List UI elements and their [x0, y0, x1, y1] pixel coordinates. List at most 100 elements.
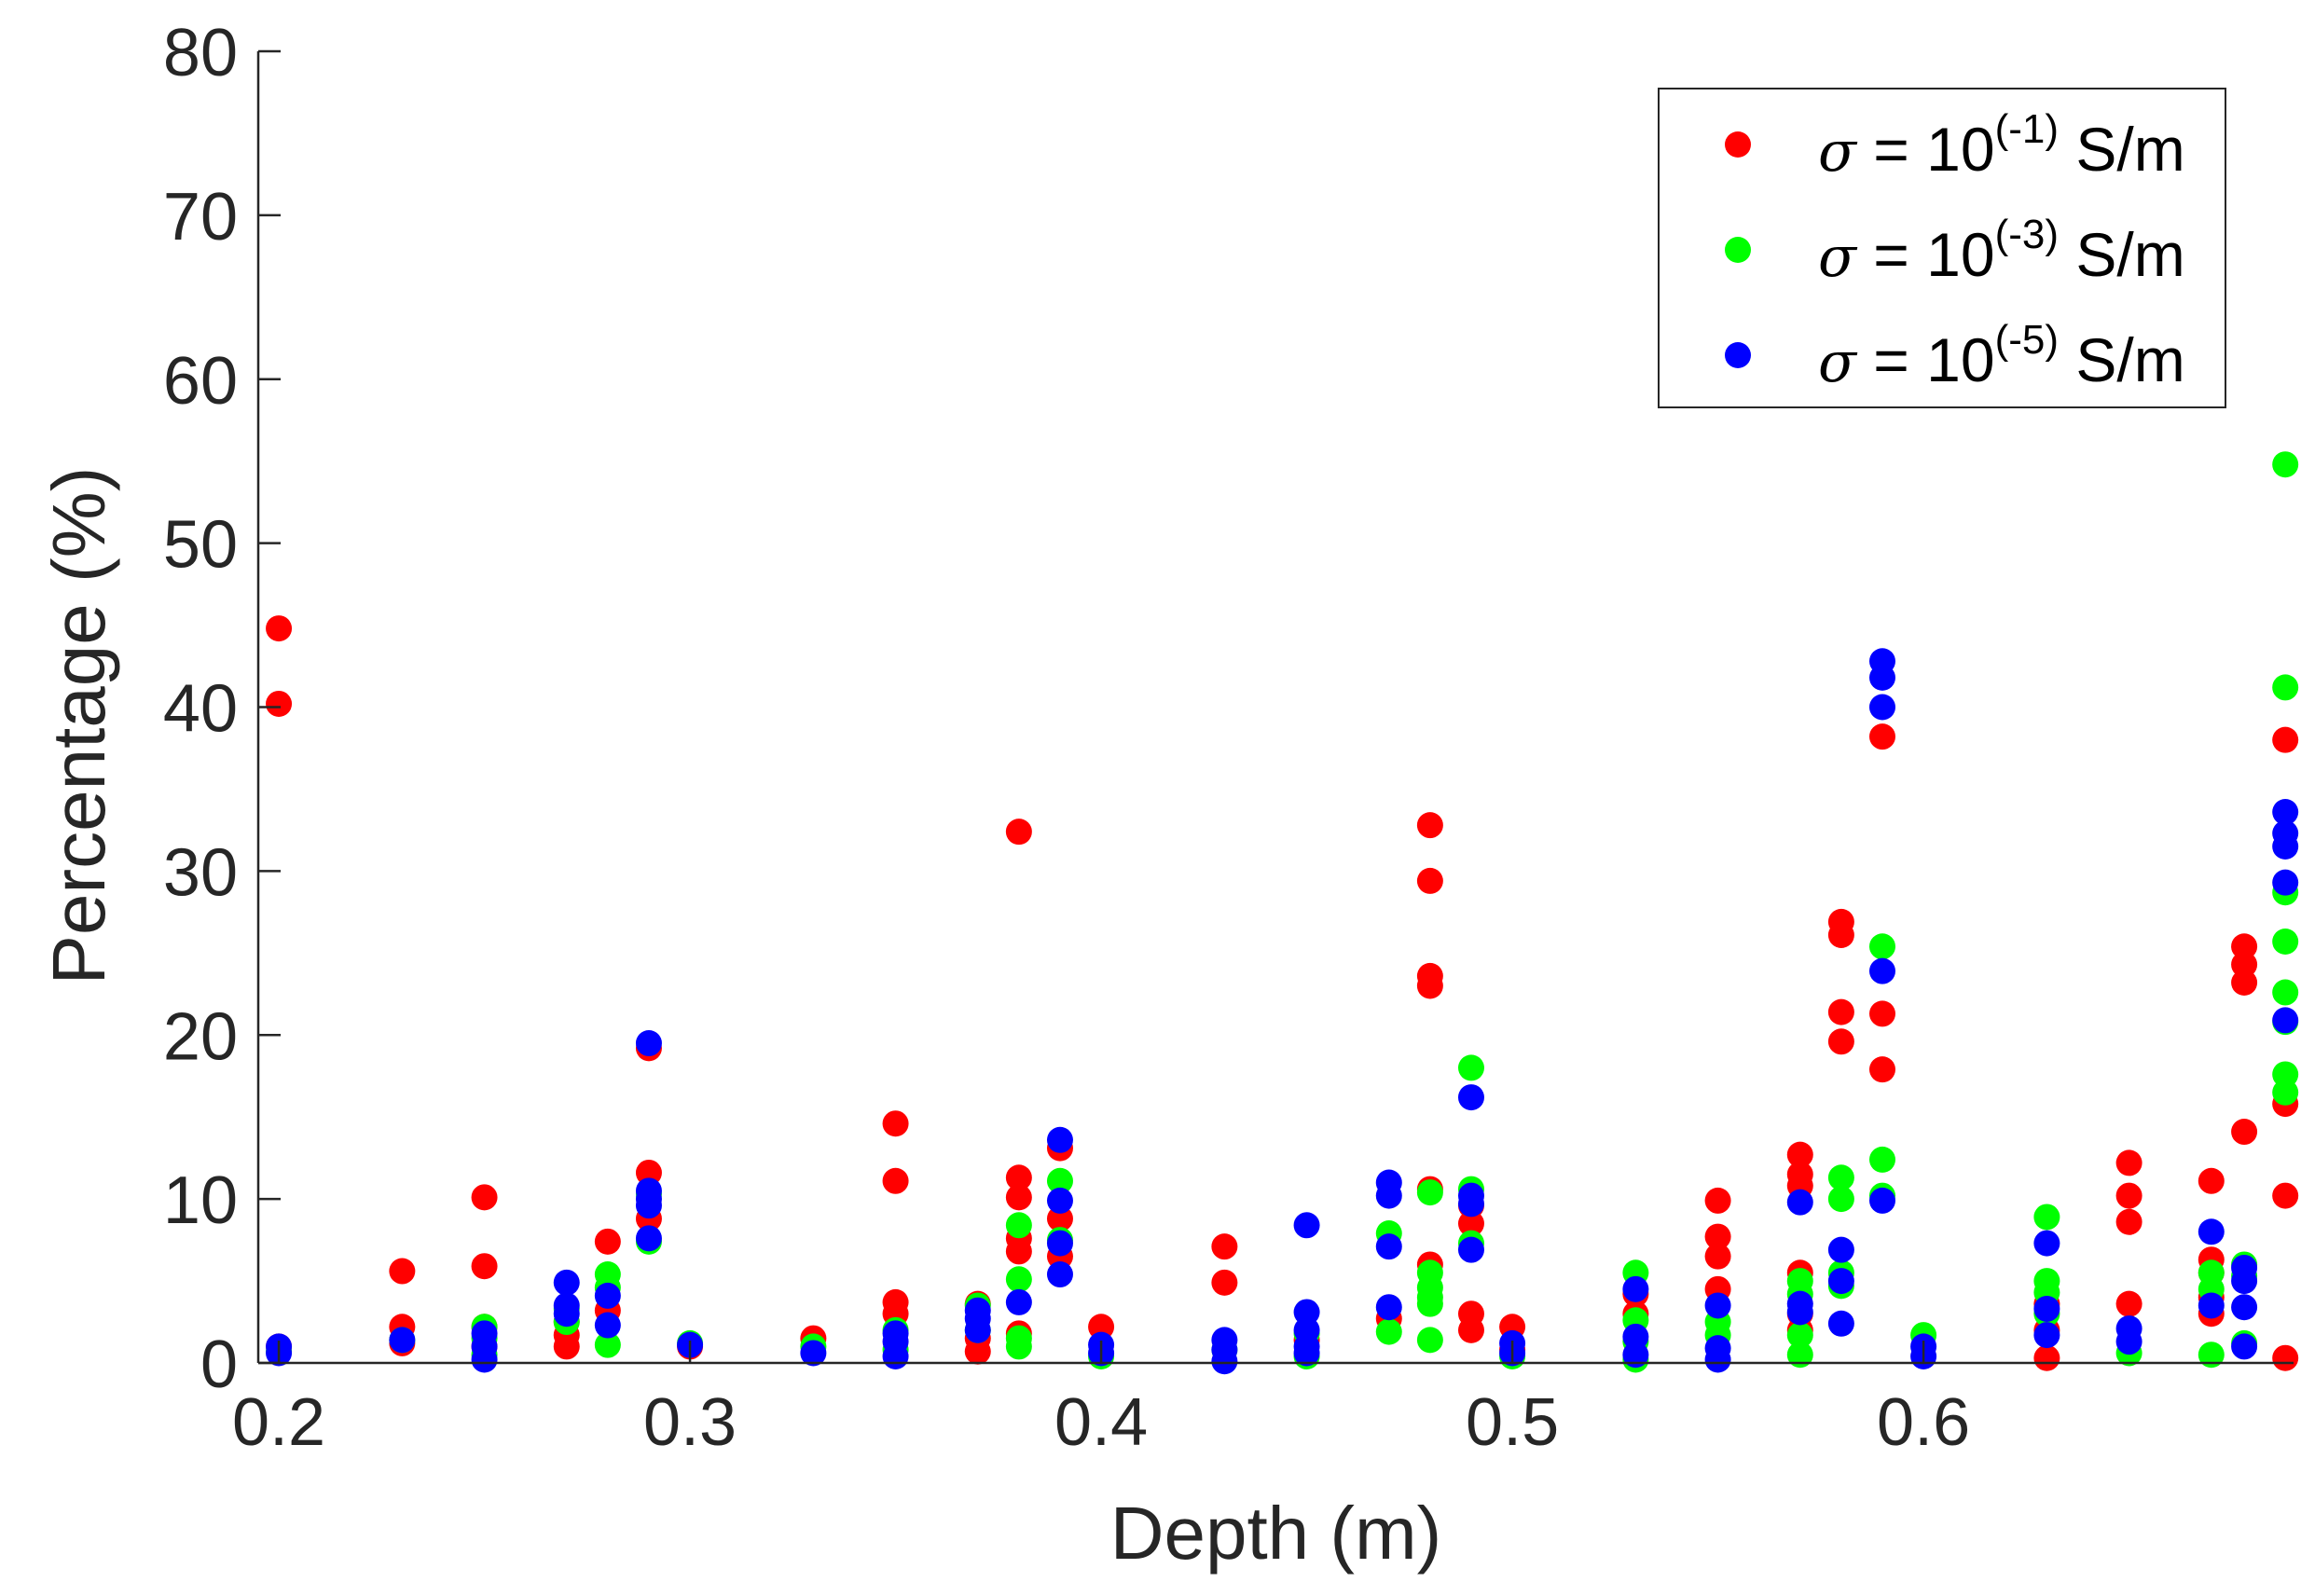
data-point: [1375, 1318, 1402, 1345]
data-point: [2033, 1230, 2060, 1257]
data-point: [2231, 1333, 2258, 1360]
x-ticks: 0.2 0.3 0.4 0.5 0.6: [232, 1341, 1970, 1460]
data-point: [2115, 1328, 2143, 1355]
data-point: [594, 1228, 621, 1255]
data-point: [1827, 1164, 1854, 1191]
y-tick-label: 10: [163, 1163, 238, 1238]
legend-exponent: (-5): [1995, 317, 2059, 363]
data-point: [1704, 1187, 1731, 1214]
y-tick-label: 30: [163, 835, 238, 910]
data-point: [1416, 867, 1443, 894]
data-point: [1868, 1146, 1895, 1173]
data-point: [1868, 723, 1895, 750]
data-point: [2272, 799, 2299, 826]
legend-marker: [1725, 237, 1751, 263]
x-axis-title: Depth (m): [1110, 1492, 1442, 1575]
data-point: [1704, 1243, 1731, 1270]
legend-exponent: (-1): [1995, 106, 2059, 152]
data-point: [1868, 664, 1895, 691]
data-point: [1416, 1179, 1443, 1206]
data-point: [2231, 951, 2258, 978]
data-point: [2272, 1182, 2299, 1209]
data-point: [964, 1338, 991, 1365]
data-point: [1827, 1186, 1854, 1213]
data-point: [2272, 1061, 2299, 1088]
data-point: [1005, 1266, 1032, 1293]
data-point: [1088, 1314, 1115, 1341]
data-point: [1293, 1340, 1320, 1367]
data-point: [1868, 957, 1895, 984]
data-point: [553, 1333, 580, 1360]
data-point: [471, 1184, 498, 1211]
data-point: [1046, 1261, 1073, 1288]
data-point: [2272, 1007, 2299, 1034]
legend-item: σ = 10(-3) S/m: [1725, 212, 2185, 290]
data-point: [389, 1327, 416, 1354]
data-point: [1457, 1236, 1484, 1263]
data-point: [1704, 1292, 1731, 1319]
data-point: [1786, 1189, 1813, 1216]
data-point: [471, 1346, 498, 1373]
data-point: [266, 690, 293, 717]
data-point: [2198, 1167, 2225, 1194]
legend-base: = 10: [1856, 115, 1995, 184]
data-point: [2115, 1182, 2143, 1209]
data-point: [2231, 1119, 2258, 1146]
data-point: [1622, 1341, 1649, 1369]
data-point: [2115, 1208, 2143, 1235]
y-tick-label: 0: [200, 1328, 238, 1402]
legend-marker: [1725, 342, 1751, 368]
legend-base: = 10: [1856, 220, 1995, 289]
data-point: [1046, 1167, 1073, 1194]
legend-item: σ = 10(-5) S/m: [1725, 317, 2185, 395]
data-point: [1827, 921, 1854, 948]
data-point: [1046, 1187, 1073, 1214]
data-point: [1786, 1141, 1813, 1168]
data-point: [1457, 1210, 1484, 1237]
data-point: [1786, 1322, 1813, 1349]
x-tick-label: 0.5: [1466, 1385, 1559, 1460]
data-point: [266, 615, 293, 642]
data-point: [1211, 1348, 1238, 1375]
legend-sigma-symbol: σ: [1818, 330, 1858, 395]
data-point: [1416, 972, 1443, 999]
data-point: [1457, 1054, 1484, 1081]
legend-box: [1658, 88, 2226, 408]
data-point: [1868, 694, 1895, 721]
data-point: [1375, 1294, 1402, 1321]
legend-exponent: (-3): [1995, 212, 2059, 257]
data-point: [882, 1342, 909, 1369]
x-tick-label: 0.6: [1877, 1385, 1970, 1460]
data-point: [1375, 1233, 1402, 1260]
data-point: [1786, 1341, 1813, 1369]
data-point: [594, 1312, 621, 1339]
data-point: [1827, 1028, 1854, 1055]
data-point: [2198, 1218, 2225, 1245]
data-point: [1827, 1268, 1854, 1295]
legend-unit: S/m: [2059, 220, 2185, 289]
y-axis: 0 10 20 30 40 50 60 70 80: [163, 16, 281, 1402]
data-point: [389, 1258, 416, 1285]
y-tick-label: 20: [163, 999, 238, 1074]
data-point: [1827, 1236, 1854, 1263]
data-point: [1868, 1056, 1895, 1083]
data-point: [2272, 979, 2299, 1006]
data-point: [1457, 1084, 1484, 1111]
data-point: [594, 1331, 621, 1358]
legend-unit: S/m: [2059, 325, 2185, 394]
data-point: [2272, 832, 2299, 860]
data-point: [2272, 451, 2299, 478]
data-point: [2033, 1322, 2060, 1349]
data-point: [1827, 1310, 1854, 1337]
data-point: [1457, 1316, 1484, 1343]
data-point: [1622, 1323, 1649, 1350]
data-point: [635, 1192, 662, 1219]
legend-label: σ = 10(-5) S/m: [1818, 317, 2185, 395]
data-point: [1868, 1000, 1895, 1027]
data-point: [2272, 1079, 2299, 1106]
data-point: [2272, 929, 2299, 956]
y-tick-label: 60: [163, 344, 238, 419]
legend-label: σ = 10(-3) S/m: [1818, 212, 2185, 290]
y-tick-label: 80: [163, 16, 238, 90]
data-point: [1293, 1212, 1320, 1239]
